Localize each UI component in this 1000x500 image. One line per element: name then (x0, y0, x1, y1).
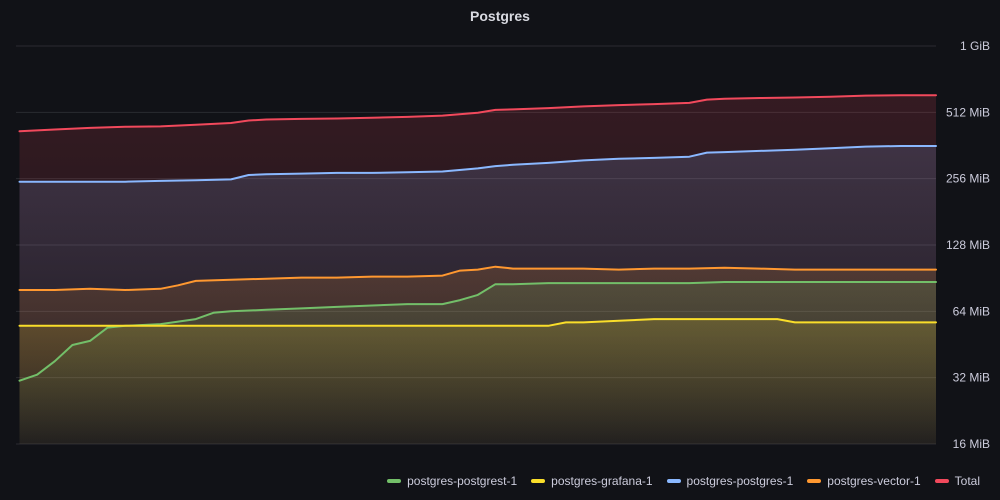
legend-label: postgres-vector-1 (827, 474, 921, 488)
legend-item[interactable]: postgres-postgres-1 (666, 474, 794, 488)
legend-item[interactable]: Total (934, 474, 980, 488)
legend-item[interactable]: postgres-grafana-1 (531, 474, 653, 488)
legend-item[interactable]: postgres-vector-1 (807, 474, 921, 488)
series-line-postgres-postgres-1 (18, 145, 937, 183)
legend-swatch (666, 479, 681, 483)
y-tick-label: 256 MiB (946, 172, 990, 186)
y-tick-label: 64 MiB (953, 304, 990, 318)
series-line-Total (18, 94, 937, 133)
legend-label: postgres-postgrest-1 (407, 474, 518, 488)
series-line-postgres-grafana-1 (18, 318, 937, 327)
legend-swatch (531, 479, 546, 483)
legend-item[interactable]: postgres-postgrest-1 (387, 474, 517, 488)
legend-label: Total (954, 474, 980, 488)
y-tick-label: 512 MiB (946, 105, 990, 119)
legend-swatch (934, 479, 949, 483)
legend-swatch (387, 479, 402, 483)
chart-legend: postgres-postgrest-1 postgres-grafana-1 po… (387, 474, 980, 488)
series-line-postgres-vector-1 (18, 265, 937, 291)
legend-label: postgres-postgres-1 (686, 474, 794, 488)
y-tick-label: 1 GiB (960, 39, 990, 53)
y-tick-label: 128 MiB (946, 238, 990, 252)
area-postgres-grafana-1 (19, 319, 936, 444)
y-tick-label: 32 MiB (953, 371, 990, 385)
series-line-postgres-postgrest-1 (18, 281, 937, 382)
legend-label: postgres-grafana-1 (551, 474, 653, 488)
panel-title: Postgres (470, 8, 530, 24)
legend-swatch (807, 479, 822, 483)
y-tick-label: 16 MiB (953, 437, 990, 451)
